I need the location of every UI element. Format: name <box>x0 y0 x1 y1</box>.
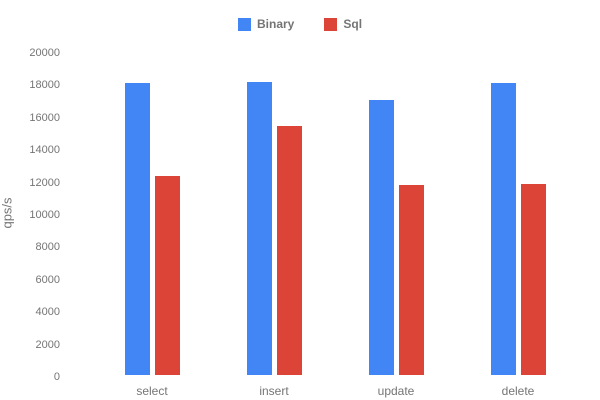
x-tick-label-select: select <box>136 384 168 398</box>
y-tick-label: 6000 <box>35 273 60 286</box>
legend-item-sql: Sql <box>324 17 362 31</box>
bar-binary-insert <box>246 81 272 375</box>
chart-legend: Binary Sql <box>238 17 362 31</box>
bar-sql-select <box>154 175 180 375</box>
y-tick-label: 0 <box>53 371 60 383</box>
bar-binary-delete <box>490 83 516 375</box>
y-tick-label: 18000 <box>29 79 60 92</box>
x-tick-label-update: update <box>377 384 415 398</box>
legend-swatch-binary <box>238 17 251 31</box>
legend-label: Binary <box>257 17 295 31</box>
x-tick-label-delete: delete <box>501 384 535 398</box>
bar-sql-delete <box>520 183 546 375</box>
bar-sql-update <box>398 185 424 375</box>
y-tick-label: 10000 <box>29 209 60 221</box>
bar-binary-update <box>368 99 394 375</box>
y-tick-label: 20000 <box>29 47 60 59</box>
y-tick-label: 16000 <box>29 111 60 124</box>
y-tick-label: 14000 <box>29 144 60 157</box>
y-tick-label: 12000 <box>29 176 60 189</box>
legend-label: Sql <box>343 17 363 31</box>
x-tick-label-insert: insert <box>259 384 289 398</box>
y-tick-label: 8000 <box>35 241 60 254</box>
legend-swatch-sql <box>324 17 338 31</box>
bar-sql-insert <box>276 125 302 375</box>
bar-binary-select <box>124 83 150 375</box>
y-tick-label: 2000 <box>35 338 60 351</box>
legend-item-binary: Binary <box>238 17 294 31</box>
y-tick-label: 4000 <box>35 306 60 319</box>
